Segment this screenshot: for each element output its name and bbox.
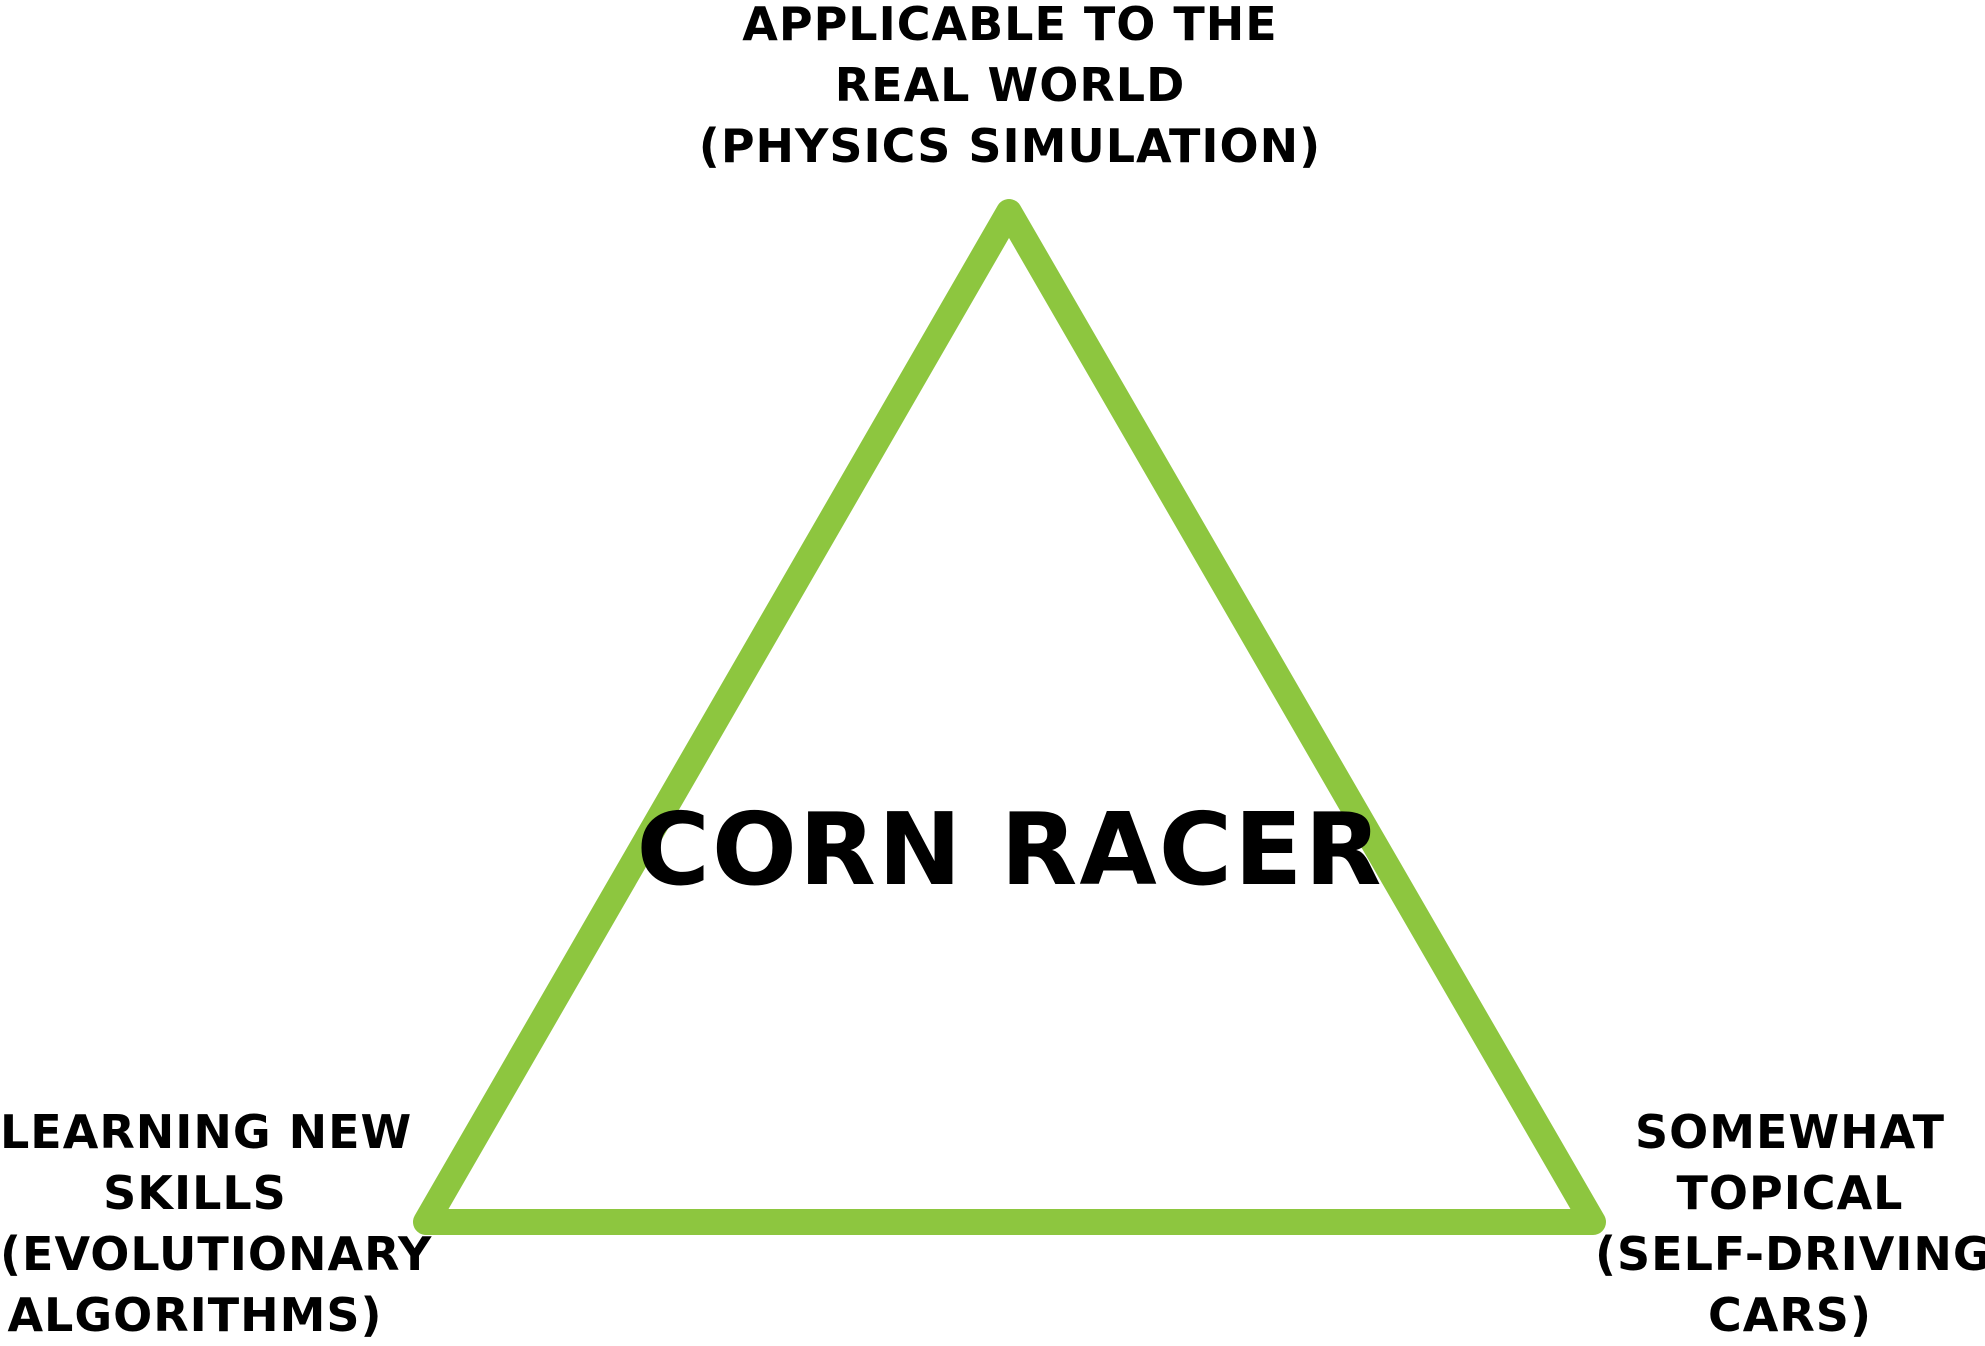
vertex-label-left-line-3: (EVOLUTIONARY xyxy=(0,1224,390,1285)
triangle-outline xyxy=(426,212,1593,1222)
vertex-label-right-line-1: SOMEWHAT xyxy=(1595,1102,1985,1163)
vertex-label-left: LEARNING NEW SKILLS (EVOLUTIONARY ALGORI… xyxy=(0,1102,390,1346)
vertex-label-right: SOMEWHAT TOPICAL (SELF-DRIVING CARS) xyxy=(1595,1102,1985,1346)
vertex-label-top-line-2: REAL WORLD xyxy=(640,55,1380,116)
vertex-label-top-line-3: (PHYSICS SIMULATION) xyxy=(640,116,1380,177)
vertex-label-left-line-1: LEARNING NEW xyxy=(0,1102,390,1163)
vertex-label-left-line-2: SKILLS xyxy=(0,1163,390,1224)
vertex-label-right-line-2: TOPICAL xyxy=(1595,1163,1985,1224)
vertex-label-right-line-4: CARS) xyxy=(1595,1285,1985,1346)
vertex-label-right-line-3: (SELF-DRIVING xyxy=(1595,1224,1985,1285)
vertex-label-left-line-4: ALGORITHMS) xyxy=(0,1285,390,1346)
diagram-title: CORN RACER xyxy=(630,790,1390,910)
vertex-label-top-line-1: APPLICABLE TO THE xyxy=(640,0,1380,55)
vertex-label-top: APPLICABLE TO THE REAL WORLD (PHYSICS SI… xyxy=(640,0,1380,177)
